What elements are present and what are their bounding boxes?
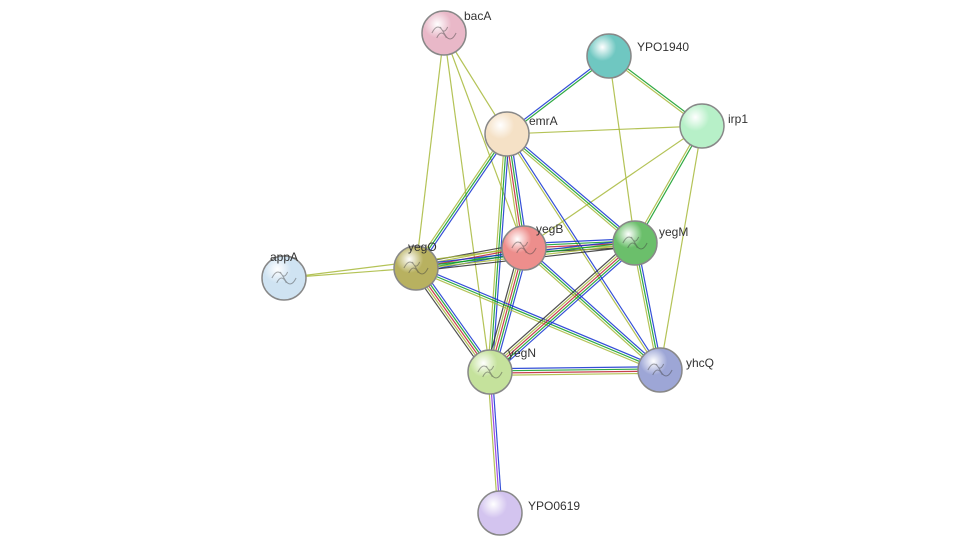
graph-node[interactable] — [478, 491, 522, 535]
graph-node[interactable] — [422, 11, 466, 55]
graph-node[interactable] — [638, 348, 682, 392]
graph-node[interactable] — [485, 112, 529, 156]
edge — [507, 126, 702, 134]
network-graph — [0, 0, 975, 554]
graph-node[interactable] — [394, 246, 438, 290]
edge — [490, 367, 660, 369]
edge — [490, 371, 660, 373]
edge — [524, 126, 702, 248]
edges-layer — [284, 33, 703, 513]
graph-node[interactable] — [680, 104, 724, 148]
edge — [508, 132, 636, 241]
edge — [609, 56, 635, 243]
graph-node[interactable] — [468, 350, 512, 394]
edge — [660, 126, 702, 370]
graph-node[interactable] — [502, 226, 546, 270]
graph-node[interactable] — [262, 256, 306, 300]
graph-node[interactable] — [587, 34, 631, 78]
graph-node[interactable] — [613, 221, 657, 265]
edge — [490, 373, 660, 375]
edge — [490, 369, 660, 371]
